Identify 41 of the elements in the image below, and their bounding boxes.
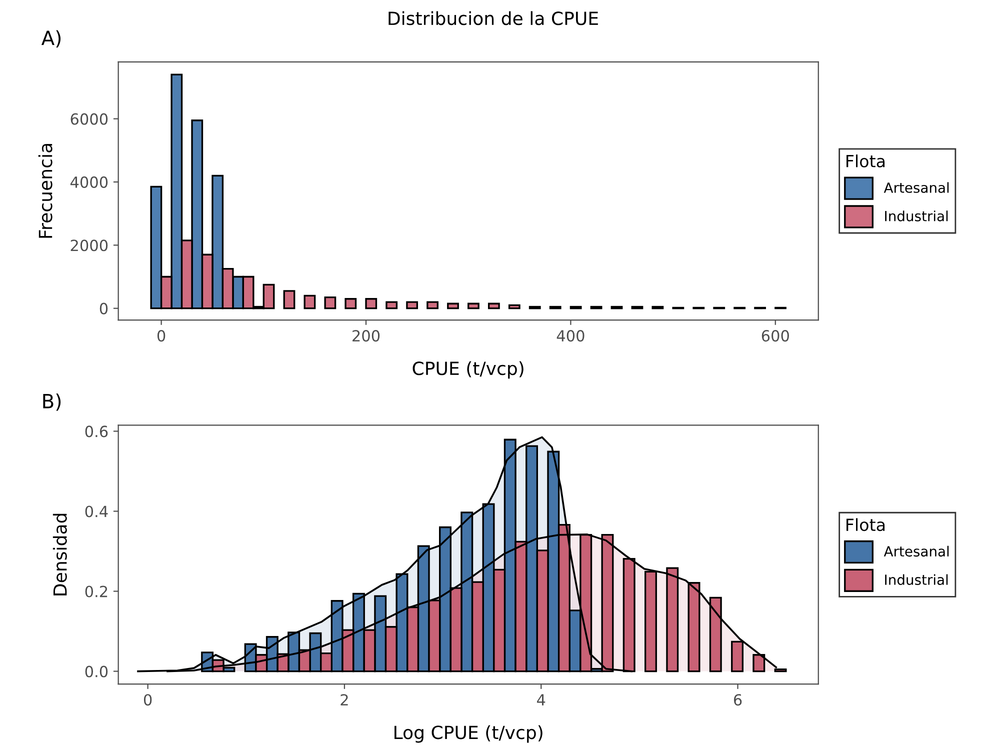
bar	[344, 298, 357, 310]
x-tick-label: 4	[536, 694, 546, 706]
bar	[283, 290, 296, 310]
text: B)	[43, 393, 61, 411]
y-tick-label: 0.2	[85, 586, 108, 598]
bar	[447, 302, 459, 310]
x-tick-label: 600	[762, 330, 789, 342]
bar	[324, 296, 336, 310]
legend-label: Industrial	[885, 574, 948, 585]
bar	[365, 298, 378, 310]
bar	[508, 304, 520, 310]
y-tick-label: 0.0	[85, 666, 108, 678]
x-axis-title: Log CPUE (t/vcp)	[394, 725, 542, 743]
bar	[468, 302, 480, 310]
legend-title: Flota	[846, 518, 885, 532]
legend-label: Industrial	[885, 210, 948, 222]
bar	[488, 302, 500, 310]
x-tick-label: 200	[352, 330, 380, 342]
y-tick-label: 4000	[70, 176, 108, 188]
legend-label: Artesanal	[884, 546, 949, 557]
bar	[426, 301, 438, 310]
y-tick-label: 0.4	[85, 506, 108, 518]
x-tick-label: 6	[734, 694, 742, 706]
y-tick-label: 6000	[70, 113, 108, 125]
bar	[406, 301, 418, 310]
legend-title: Flota	[846, 154, 885, 168]
x-tick-label: 400	[556, 330, 584, 342]
x-tick-label: 0	[157, 330, 166, 342]
text: A)	[41, 30, 61, 48]
y-tick-label: 0	[100, 302, 108, 314]
y-tick-label: 0.6	[85, 426, 108, 438]
bar	[304, 294, 316, 310]
x-tick-label: 0	[144, 694, 152, 706]
bar	[386, 301, 398, 310]
chart-title: Distribucion de la CPUE	[388, 11, 598, 26]
y-tick-label: 2000	[70, 240, 108, 252]
y-axis-title: Densidad	[52, 514, 67, 596]
x-tick-label: 2	[340, 694, 348, 706]
y-axis-title: Frecuencia	[38, 144, 52, 238]
x-axis-title: CPUE (t/vcp)	[412, 361, 524, 379]
legend-label: Artesanal	[884, 182, 949, 193]
